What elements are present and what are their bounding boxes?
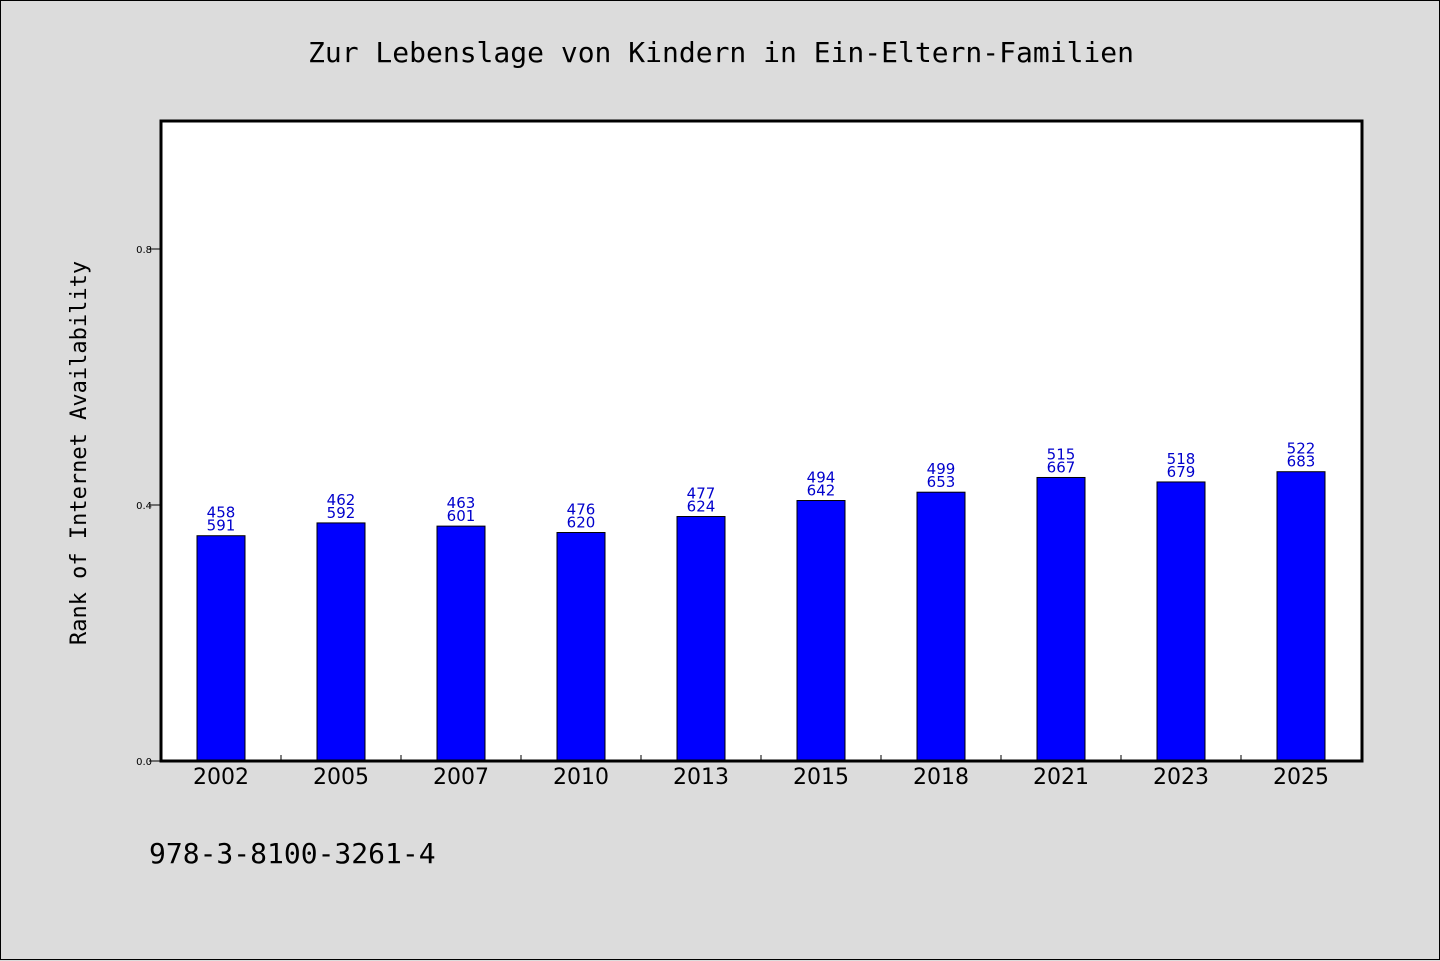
y-tick-label: 0.4	[136, 501, 152, 512]
bar-2025	[1276, 471, 1326, 762]
data-label-2015-2: 642	[807, 482, 836, 500]
data-label-2010-1: 476	[567, 501, 596, 519]
data-label-2002-1: 458	[207, 504, 236, 522]
plot-frame	[159, 119, 1364, 763]
bar-2021	[1036, 476, 1086, 762]
data-label-2023-1: 518	[1167, 450, 1196, 468]
bar-2013	[676, 516, 726, 762]
x-axis-ticks: 2002 2005 2007 2010 2013 2015 2018 2021 2023 2025	[193, 755, 1329, 790]
data-label-2007-2: 601	[447, 507, 476, 525]
bar-2023	[1156, 481, 1206, 762]
data-label-2018-2: 653	[927, 473, 956, 491]
data-label-2005-2: 592	[327, 504, 356, 522]
bar-2010	[556, 532, 606, 762]
bar-2005	[316, 522, 366, 762]
x-tick-label-2023: 2023	[1153, 765, 1209, 790]
isbn-footnote: 978-3-8100-3261-4	[149, 837, 436, 870]
y-axis-label: Rank of Internet Availability	[67, 261, 92, 645]
y-tick-label: 0.0	[136, 757, 152, 768]
data-label-2021-2: 667	[1047, 458, 1076, 476]
data-label-2013-1: 477	[687, 485, 716, 503]
data-label-2021-1: 515	[1047, 445, 1076, 463]
data-label-2023-2: 679	[1167, 463, 1196, 481]
y-axis-ticks: 0.0 0.4 0.8	[136, 245, 161, 768]
bar-2007	[436, 525, 486, 762]
x-tick-label-2007: 2007	[433, 765, 489, 790]
y-tick-label: 0.8	[136, 245, 152, 256]
x-tick-label-2005: 2005	[313, 765, 369, 790]
x-tick-label-2018: 2018	[913, 765, 969, 790]
data-label-2015-1: 494	[807, 469, 836, 487]
data-label-2002-2: 591	[207, 517, 236, 535]
x-tick-label-2013: 2013	[673, 765, 729, 790]
data-label-2025-2: 683	[1287, 453, 1316, 471]
data-label-2005-1: 462	[327, 491, 356, 509]
x-tick-label-2002: 2002	[193, 765, 249, 790]
x-tick-label-2021: 2021	[1033, 765, 1089, 790]
x-tick-label-2010: 2010	[553, 765, 609, 790]
bar-2002	[196, 535, 246, 762]
data-label-2018-1: 499	[927, 460, 956, 478]
bars-group	[196, 471, 1326, 762]
bar-2018	[916, 491, 966, 762]
data-label-2010-2: 620	[567, 514, 596, 532]
data-label-2013-2: 624	[687, 498, 716, 516]
chart-title: Zur Lebenslage von Kindern in Ein-Eltern…	[308, 36, 1134, 69]
x-tick-label-2025: 2025	[1273, 765, 1329, 790]
data-label-2025-1: 522	[1287, 440, 1316, 458]
data-label-2007-1: 463	[447, 494, 476, 512]
x-tick-label-2015: 2015	[793, 765, 849, 790]
bar-2015	[796, 500, 846, 762]
